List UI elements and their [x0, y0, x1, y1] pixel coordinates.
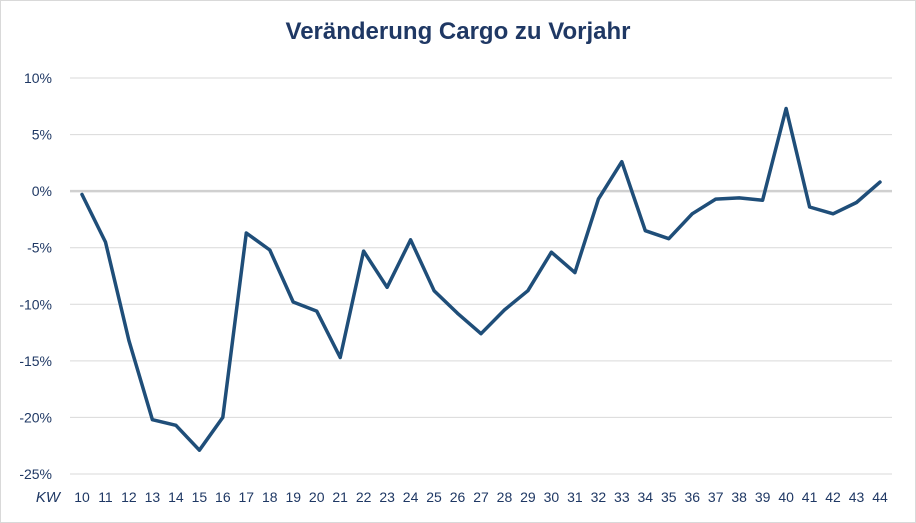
- x-axis-label: KW: [36, 489, 62, 506]
- data-point: [244, 231, 248, 235]
- data-point: [456, 311, 460, 315]
- x-tick-label: 44: [872, 489, 888, 505]
- data-point: [127, 338, 131, 342]
- data-point: [855, 200, 859, 204]
- data-point: [643, 229, 647, 233]
- data-point: [714, 197, 718, 201]
- data-point: [409, 238, 413, 242]
- x-tick-label: 38: [731, 489, 747, 505]
- y-tick-label: 0%: [32, 183, 52, 199]
- x-tick-label: 41: [802, 489, 818, 505]
- x-tick-label: 40: [778, 489, 794, 505]
- x-tick-label: 42: [825, 489, 841, 505]
- x-axis-ticks: 10 11 12 13 14 15 16 17 18 19 20 21 22 23 24 25 26 27 28 29…: [74, 489, 888, 505]
- y-axis-ticks: 10% 5% 0% -5% -10% -15% -20% -25%: [19, 70, 52, 482]
- y-tick-label: -5%: [27, 240, 52, 256]
- x-tick-label: 20: [309, 489, 325, 505]
- data-point: [761, 198, 765, 202]
- x-tick-label: 39: [755, 489, 771, 505]
- data-point: [221, 415, 225, 419]
- x-tick-label: 32: [591, 489, 607, 505]
- x-tick-label: 14: [168, 489, 184, 505]
- x-tick-label: 13: [145, 489, 161, 505]
- x-tick-label: 36: [684, 489, 700, 505]
- x-tick-label: 27: [473, 489, 489, 505]
- data-point: [878, 180, 882, 184]
- data-point: [737, 196, 741, 200]
- data-point: [338, 355, 342, 359]
- y-tick-label: -10%: [19, 296, 52, 312]
- data-point: [784, 107, 788, 111]
- y-tick-label: 10%: [24, 70, 52, 86]
- data-point: [831, 212, 835, 216]
- y-tick-label: -20%: [19, 409, 52, 425]
- data-point: [620, 160, 624, 164]
- x-tick-label: 30: [544, 489, 560, 505]
- y-tick-label: 5%: [32, 127, 52, 143]
- x-tick-label: 19: [285, 489, 301, 505]
- data-point: [549, 250, 553, 254]
- data-point: [174, 423, 178, 427]
- data-point: [432, 289, 436, 293]
- x-tick-label: 12: [121, 489, 137, 505]
- x-tick-label: 18: [262, 489, 278, 505]
- x-tick-label: 25: [426, 489, 442, 505]
- gridlines: [70, 77, 892, 475]
- x-tick-label: 33: [614, 489, 630, 505]
- data-point: [291, 300, 295, 304]
- data-point: [690, 212, 694, 216]
- data-point: [197, 448, 201, 452]
- y-tick-label: -25%: [19, 466, 52, 482]
- data-point: [479, 332, 483, 336]
- x-tick-label: 28: [497, 489, 513, 505]
- data-point: [573, 271, 577, 275]
- x-tick-label: 17: [239, 489, 255, 505]
- x-tick-label: 35: [661, 489, 677, 505]
- x-tick-label: 37: [708, 489, 724, 505]
- x-tick-label: 10: [74, 489, 90, 505]
- series-line: [80, 106, 882, 452]
- y-tick-label: -15%: [19, 353, 52, 369]
- x-tick-label: 15: [192, 489, 208, 505]
- x-tick-label: 43: [849, 489, 865, 505]
- data-point: [385, 285, 389, 289]
- data-point: [103, 240, 107, 244]
- chart-title: Veränderung Cargo zu Vorjahr: [285, 18, 631, 45]
- data-point: [362, 249, 366, 253]
- x-tick-label: 26: [450, 489, 466, 505]
- data-point: [808, 205, 812, 209]
- x-tick-label: 22: [356, 489, 372, 505]
- x-tick-label: 31: [567, 489, 583, 505]
- x-tick-label: 23: [379, 489, 395, 505]
- x-tick-label: 21: [332, 489, 348, 505]
- data-point: [150, 418, 154, 422]
- x-tick-label: 24: [403, 489, 419, 505]
- data-point: [667, 237, 671, 241]
- data-point: [526, 289, 530, 293]
- data-point: [315, 309, 319, 313]
- data-point: [502, 308, 506, 312]
- x-tick-label: 29: [520, 489, 536, 505]
- data-point: [268, 248, 272, 252]
- data-point: [596, 197, 600, 201]
- x-tick-label: 34: [638, 489, 654, 505]
- data-point: [80, 193, 84, 197]
- x-tick-label: 11: [98, 489, 113, 505]
- x-tick-label: 16: [215, 489, 231, 505]
- series-group: [80, 106, 882, 452]
